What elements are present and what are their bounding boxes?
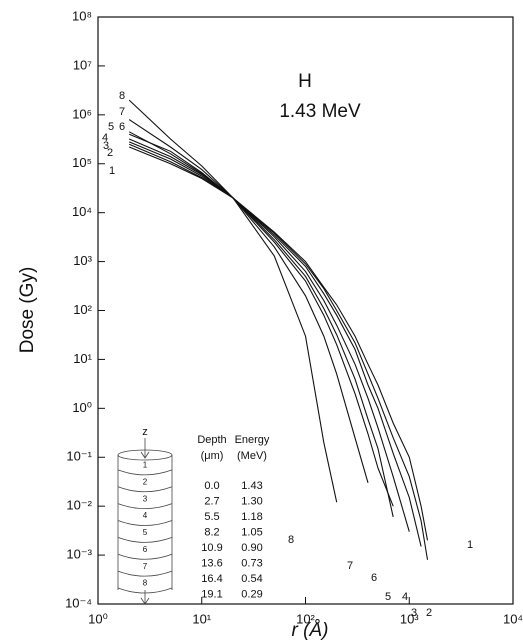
x-axis-label: r (Å)	[292, 620, 329, 641]
y-tick-label: 10³	[73, 253, 92, 268]
y-tick-label: 10⁴	[72, 204, 92, 219]
inset-slice	[117, 486, 173, 493]
x-tick-label: 10⁴	[503, 611, 523, 626]
series-start-label: 7	[119, 106, 125, 118]
inset-cylinder	[117, 438, 173, 605]
inset-cell: 0.54	[241, 573, 262, 585]
y-tick-label: 10²	[73, 302, 92, 317]
inset-cell: 19.1	[201, 588, 222, 600]
inset-axis-label: z	[142, 426, 148, 438]
series-end-label: 5	[385, 591, 391, 603]
y-tick-label: 10⁻⁴	[65, 595, 92, 610]
series-line	[128, 138, 410, 532]
series-start-label: 8	[119, 90, 125, 102]
y-tick-label: 10⁶	[72, 106, 92, 121]
series-end-label: 3	[411, 607, 417, 619]
inset-cell: 0.0	[204, 480, 219, 492]
series-end-label: 6	[371, 572, 377, 584]
inset-slice-label: 4	[143, 511, 148, 520]
inset-slice-label: 8	[143, 579, 148, 588]
series-start-label: 5	[108, 121, 114, 133]
series-line	[128, 119, 369, 483]
series-end-label: 7	[347, 560, 353, 572]
series-start-label: 2	[107, 147, 113, 159]
inset-slice	[117, 469, 173, 476]
series-start-label: 3	[103, 140, 109, 152]
y-tick-label: 10⁰	[72, 400, 92, 415]
inset-unit: (MeV)	[237, 450, 267, 462]
inset-cell: 5.5	[204, 511, 219, 523]
inset-slice-label: 5	[143, 528, 148, 537]
inset-slice-label: 3	[143, 494, 148, 503]
inset-unit: (μm)	[201, 450, 224, 462]
y-tick-label: 10¹	[73, 351, 92, 366]
inset-slice-label: 7	[143, 562, 148, 571]
series-start-label: 1	[109, 165, 115, 177]
inset-slice	[117, 587, 173, 594]
inset-slice	[117, 570, 173, 577]
inset-slice-label: 1	[143, 461, 148, 470]
inset-header: Energy	[235, 434, 270, 446]
inset-cell: 13.6	[201, 557, 222, 569]
x-tick-label: 10⁰	[88, 611, 108, 626]
inset-cell: 1.30	[241, 495, 262, 507]
inset-slice	[117, 503, 173, 510]
series-line	[128, 99, 338, 503]
series-line	[128, 133, 394, 507]
inset-cell: 10.9	[201, 542, 222, 554]
y-tick-label: 10⁷	[73, 57, 92, 72]
series-end-label: 8	[288, 534, 294, 546]
inset-cell: 0.73	[241, 557, 262, 569]
inset-slice	[117, 536, 173, 543]
y-tick-label: 10⁻²	[66, 498, 92, 513]
inset-cell: 1.43	[241, 480, 262, 492]
x-tick-label: 10³	[400, 611, 419, 626]
series-start-label: 6	[119, 121, 125, 133]
x-tick-label: 10¹	[192, 611, 211, 626]
series-end-label: 2	[426, 607, 432, 619]
y-tick-label: 10⁻³	[66, 547, 92, 562]
series-line	[128, 143, 429, 560]
inset-header: Depth	[197, 434, 226, 446]
inset-cell: 0.90	[241, 542, 262, 554]
inset-cell: 8.2	[204, 526, 219, 538]
inset-slice	[117, 520, 173, 526]
y-tick-label: 10⁻¹	[66, 449, 92, 464]
series-start-label: 4	[102, 132, 108, 144]
series-line	[128, 131, 394, 518]
y-axis-label: Dose (Gy)	[17, 267, 38, 354]
inset-slice-label: 6	[143, 545, 148, 554]
series-end-label: 4	[402, 591, 408, 603]
inset-slice	[117, 553, 173, 560]
inset-cell: 16.4	[201, 573, 222, 585]
inset-cell: 1.18	[241, 511, 262, 523]
series-line	[128, 141, 422, 547]
x-tick-label: 10²	[296, 611, 315, 626]
y-tick-label: 10⁸	[72, 8, 92, 23]
chart-subtitle: 1.43 MeV	[279, 101, 361, 122]
inset-cell: 2.7	[204, 495, 219, 507]
chart-title: H	[298, 71, 312, 92]
inset-cell: 0.29	[241, 588, 262, 600]
inset-slice-label: 2	[143, 477, 148, 486]
y-tick-label: 10⁵	[72, 155, 92, 170]
series-end-label: 1	[467, 539, 473, 551]
inset-cell: 1.05	[241, 526, 262, 538]
